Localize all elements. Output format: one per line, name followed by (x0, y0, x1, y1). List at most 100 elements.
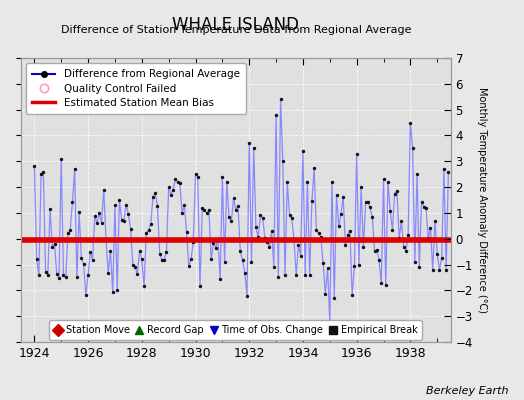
Point (221, 259, 229, 265)
Point (337, 210, 345, 217)
Point (234, 202, 242, 209)
Point (64, 230, 72, 236)
Point (43, 272, 52, 278)
Point (413, 171, 421, 177)
Point (227, 218, 235, 225)
Point (265, 244, 274, 250)
Point (82, 292, 90, 299)
Point (149, 194, 157, 200)
Point (258, 215, 267, 221)
Point (214, 236, 222, 242)
Point (173, 179, 182, 185)
Point (408, 145, 417, 152)
Point (131, 264, 139, 270)
Point (89, 256, 97, 263)
Point (41, 269, 50, 276)
Point (106, 248, 115, 254)
Point (359, 244, 367, 250)
Point (252, 224, 260, 231)
Point (32, 256, 41, 262)
Point (202, 210, 211, 216)
Point (35, 272, 43, 278)
Point (341, 242, 350, 249)
Point (332, 192, 341, 198)
Point (55, 275, 63, 281)
Point (70, 166, 79, 172)
Point (319, 260, 328, 266)
Point (294, 242, 303, 248)
Point (196, 283, 204, 289)
Point (312, 226, 321, 233)
Point (388, 226, 397, 233)
Point (424, 235, 432, 242)
Point (281, 272, 289, 278)
Point (160, 256, 168, 263)
Point (272, 112, 280, 118)
Point (316, 234, 325, 240)
Point (97, 220, 106, 226)
Point (184, 263, 193, 269)
Point (176, 180, 184, 186)
Point (144, 227, 152, 233)
Point (50, 241, 59, 248)
Point (187, 256, 195, 262)
Point (393, 188, 401, 194)
Point (77, 255, 85, 262)
Point (386, 208, 395, 214)
Point (66, 227, 74, 234)
Point (402, 248, 410, 254)
Point (375, 257, 383, 264)
Point (314, 230, 323, 237)
Point (95, 210, 103, 216)
Point (357, 184, 365, 190)
Point (429, 267, 437, 274)
Point (339, 194, 347, 200)
Point (431, 217, 439, 224)
Point (180, 202, 189, 208)
Point (178, 210, 187, 216)
Y-axis label: Monthly Temperature Anomaly Difference (°C): Monthly Temperature Anomaly Difference (… (477, 87, 487, 313)
Point (122, 202, 130, 208)
Point (377, 280, 386, 286)
Point (124, 211, 133, 217)
Point (330, 295, 339, 301)
Point (59, 272, 68, 278)
Point (290, 236, 298, 242)
Point (57, 156, 66, 162)
Point (334, 223, 343, 229)
Point (68, 199, 77, 205)
Point (427, 225, 435, 231)
Point (115, 197, 124, 203)
Point (420, 204, 428, 210)
Point (404, 232, 412, 239)
Point (256, 212, 265, 218)
Point (207, 256, 215, 262)
Point (61, 274, 70, 281)
Point (305, 272, 314, 278)
Point (46, 206, 54, 212)
Point (247, 259, 256, 265)
Point (119, 218, 128, 224)
Point (104, 270, 113, 276)
Point (288, 214, 296, 221)
Point (232, 207, 240, 213)
Point (438, 255, 446, 261)
Point (156, 251, 164, 257)
Point (209, 240, 217, 246)
Text: Difference of Station Temperature Data from Regional Average: Difference of Station Temperature Data f… (61, 25, 411, 35)
Point (368, 214, 377, 220)
Point (346, 227, 354, 234)
Point (243, 293, 251, 299)
Point (30, 163, 39, 170)
Point (299, 148, 307, 154)
Point (80, 261, 88, 268)
Point (384, 179, 392, 185)
Point (397, 218, 406, 224)
Point (158, 257, 166, 263)
Point (223, 179, 231, 185)
Point (93, 220, 101, 226)
Point (245, 140, 254, 146)
Point (328, 179, 336, 185)
Point (238, 257, 247, 263)
Point (218, 174, 226, 180)
